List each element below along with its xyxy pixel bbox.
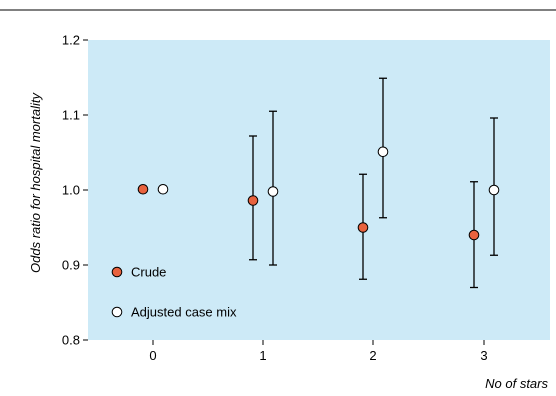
y-tick-label: 1.1 [62,108,80,123]
y-tick-label: 1.0 [62,183,80,198]
crude-point [247,195,259,206]
x-tick-label: 0 [149,348,156,363]
y-tick-label: 1.2 [62,33,80,48]
adjusted-point [157,183,169,195]
y-tick-label: 0.9 [62,258,80,273]
adjusted-point [488,184,500,196]
crude-point [137,183,149,195]
crude-point [468,229,480,241]
adjusted-point [377,146,389,158]
plot-area [88,40,550,340]
x-tick-label: 2 [369,348,376,363]
legend: Crude Adjusted case mix [111,265,237,320]
x-tick-label: 1 [259,348,266,363]
crude-point [357,222,369,233]
x-axis-label: No of stars [485,376,548,391]
y-axis: 0.8 0.9 1.0 1.1 1.2 [62,33,88,348]
y-tick-label: 0.8 [62,333,80,348]
adjusted-point [267,186,279,197]
x-axis: 0 1 2 3 [149,340,488,363]
x-tick-label: 3 [480,348,487,363]
adjusted-legend-label: Adjusted case mix [131,305,237,320]
crude-legend-marker [111,266,123,278]
adjusted-legend-marker [111,306,123,318]
plot-marks [137,77,500,289]
y-axis-label: Odds ratio for hospital mortality [28,92,43,273]
crude-legend-label: Crude [131,265,166,280]
